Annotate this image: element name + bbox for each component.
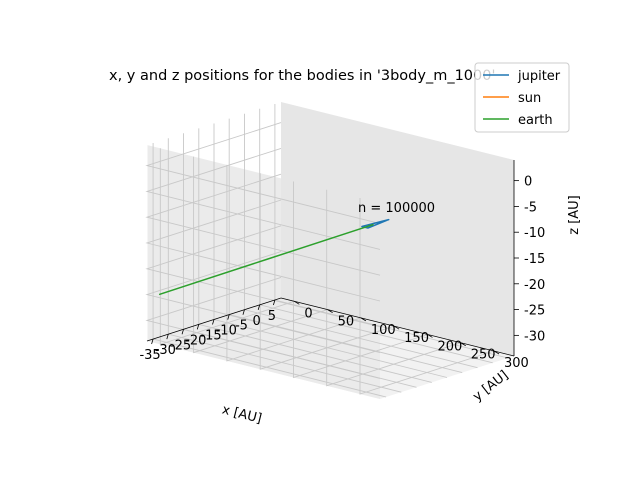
z-tick-label: -15 xyxy=(524,252,545,267)
y-tick-label: 0 xyxy=(304,306,312,321)
y-tick-label: 200 xyxy=(437,339,462,354)
x-tick-label: -35 xyxy=(139,348,160,363)
x-tick-mark xyxy=(196,324,200,330)
grid-line-z xyxy=(145,173,381,276)
grid-line-y xyxy=(293,181,428,379)
y-tick-label: 50 xyxy=(338,315,355,330)
x-tick-mark xyxy=(151,338,154,345)
x-tick-label: -20 xyxy=(185,333,206,348)
y-tick-label: 150 xyxy=(404,331,429,346)
y-tick-mark xyxy=(327,309,333,313)
annotation-label: n = 100000 xyxy=(358,201,435,216)
grid-line-y xyxy=(359,198,495,395)
x-tick-label: 0 xyxy=(253,314,261,329)
legend-frame xyxy=(474,62,570,133)
back-pane xyxy=(281,102,514,356)
z-axis-label: z [AU] xyxy=(567,195,582,235)
legend: jupiter sun earth xyxy=(474,62,570,133)
x-tick-mark xyxy=(181,329,184,335)
grid-line-z xyxy=(145,225,381,328)
legend-label-jupiter: jupiter xyxy=(517,69,561,84)
x-tick-mark xyxy=(257,304,261,310)
grid-line-y xyxy=(159,148,295,345)
y-tick-label: 250 xyxy=(471,348,496,363)
y-axis-line xyxy=(280,297,515,357)
chart-title: x, y and z positions for the bodies in '… xyxy=(109,68,495,84)
x-tick-mark xyxy=(227,314,230,320)
z-tick-label: -10 xyxy=(524,226,545,241)
y-tick-label: 100 xyxy=(371,323,396,338)
x-tick-mark xyxy=(273,299,276,306)
z-tick-label: 0 xyxy=(524,175,532,190)
x-tick-label: -10 xyxy=(216,324,237,339)
x-tick-label: -25 xyxy=(170,338,191,353)
z-tick-label: -20 xyxy=(524,278,545,293)
grid-line-z xyxy=(145,251,381,354)
y-tick-mark xyxy=(294,300,300,305)
grid-line-y xyxy=(326,189,461,387)
x-tick-mark xyxy=(166,334,169,340)
x-tick-label: 5 xyxy=(268,309,276,324)
x-tick-label: -30 xyxy=(155,343,176,358)
grid-line-y xyxy=(259,173,395,370)
y-tick-mark xyxy=(460,342,466,347)
z-tick-label: -25 xyxy=(524,304,545,319)
z-tick-label: -30 xyxy=(524,329,545,344)
series-line-earth xyxy=(158,223,374,296)
x-tick-label: -5 xyxy=(235,319,248,334)
grid-line-z xyxy=(145,276,381,379)
y-tick-mark xyxy=(427,334,433,338)
legend-label-sun: sun xyxy=(518,91,541,106)
z-tick-label: -5 xyxy=(524,200,537,215)
y-tick-mark xyxy=(360,317,367,322)
grid-line-y xyxy=(193,156,328,354)
x-tick-mark xyxy=(242,309,245,315)
x-axis-label: x [AU] xyxy=(220,402,263,426)
y-tick-label: 300 xyxy=(504,356,529,371)
grid-line-z xyxy=(145,122,381,225)
y-tick-mark xyxy=(493,350,500,355)
x-tick-mark xyxy=(212,319,215,325)
legend-label-earth: earth xyxy=(518,113,553,128)
grid-line-y xyxy=(226,164,362,362)
grid-line-z xyxy=(145,147,381,250)
series-lines xyxy=(158,218,390,296)
y-axis-label: y [AU] xyxy=(470,368,511,405)
x-tick-label: -15 xyxy=(200,329,221,344)
tick-labels: -35-30-25-20-15-10-5 0 5 050100150200250300… xyxy=(139,175,545,371)
axis-lines xyxy=(146,160,519,357)
y-tick-mark xyxy=(393,325,400,330)
series-line-jupiter xyxy=(361,218,390,229)
grid-line-z xyxy=(145,199,381,302)
